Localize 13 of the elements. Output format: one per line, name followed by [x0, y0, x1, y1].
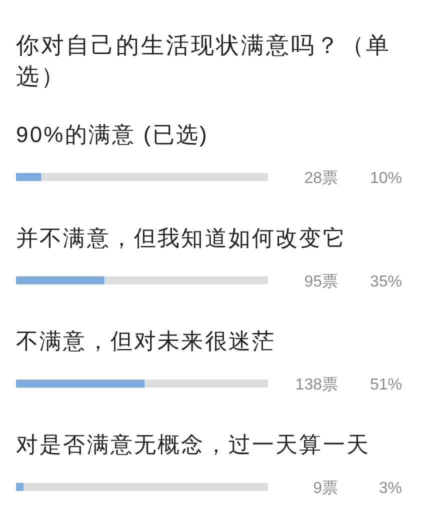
- title: 你对自己的生活现状满意吗？（单选）: [16, 31, 392, 91]
- category-label: 90%的满意 (已选): [16, 122, 208, 147]
- value-label: 3%: [378, 480, 402, 497]
- value-label: 35%: [370, 273, 402, 290]
- value-label: 51%: [370, 376, 402, 394]
- category-label: 不满意，但对未来很迷茫: [16, 328, 276, 354]
- vote-count: 95票: [304, 273, 338, 290]
- category-label: 并不满意，但我知道如何改变它: [16, 225, 346, 250]
- vote-count: 28票: [304, 170, 338, 187]
- category-label: 对是否满意无概念，过一天算一天: [16, 432, 370, 457]
- vote-count: 138票: [295, 376, 338, 394]
- vote-count: 9票: [313, 480, 338, 497]
- value-label: 10%: [370, 170, 402, 187]
